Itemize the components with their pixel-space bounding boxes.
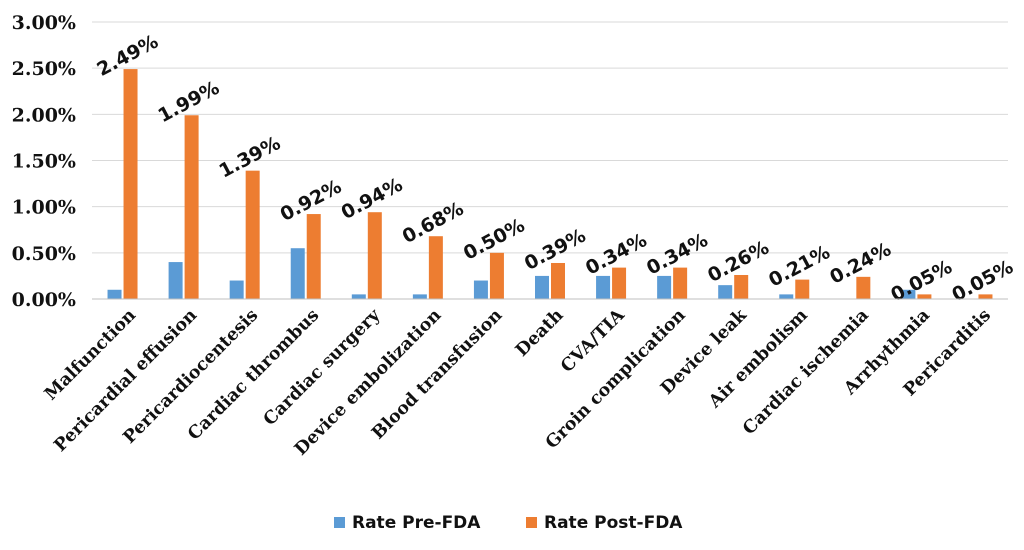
bar-pre-fda (351, 294, 366, 299)
bar-post-fda (123, 69, 138, 299)
y-tick-label: 0.00% (12, 289, 76, 311)
legend: Rate Pre-FDA Rate Post-FDA (334, 513, 683, 533)
bar-post-fda (367, 212, 382, 299)
bar-post-fda (489, 252, 504, 299)
bar-pre-fda (229, 280, 244, 299)
y-axis: 0.00% 0.50% 1.00% 1.50% 2.00% 2.50% 3.00% (12, 12, 76, 311)
bar-post-fda (428, 236, 443, 299)
y-tick-label: 3.00% (12, 12, 76, 34)
bar-pre-fda (168, 262, 183, 299)
y-tick-label: 1.50% (12, 151, 76, 173)
bar-pre-fda (901, 289, 916, 299)
bar-pre-fda (107, 289, 122, 299)
bar-pre-fda (596, 275, 611, 299)
bar-pre-fda (412, 294, 427, 299)
y-tick-label: 1.00% (12, 197, 76, 219)
legend-swatch-post (526, 517, 537, 528)
bar-pre-fda (779, 294, 794, 299)
y-tick-label: 0.50% (12, 243, 76, 265)
legend-label-post: Rate Post-FDA (544, 513, 683, 533)
bar-post-fda (612, 267, 627, 299)
bar-pre-fda (535, 275, 549, 299)
legend-label-pre: Rate Pre-FDA (352, 513, 481, 533)
gridlines (92, 21, 1008, 300)
bar-post-fda (734, 274, 749, 299)
bar-post-fda (551, 262, 565, 299)
bar-post-fda (673, 267, 688, 299)
bar-pre-fda (657, 275, 672, 299)
bar-pre-fda (290, 248, 305, 299)
x-tick-label: Death (512, 305, 568, 361)
bar-post-fda (245, 170, 260, 299)
bar-post-fda (856, 276, 871, 299)
x-tick-label: Cardiac surgery (260, 305, 385, 430)
bar-post-fda (917, 294, 932, 299)
bars (107, 69, 993, 299)
y-tick-label: 2.50% (12, 58, 76, 80)
bar-post-fda (978, 294, 993, 299)
bar-pre-fda (718, 285, 733, 299)
bar-pre-fda (473, 280, 488, 299)
bar-post-fda (306, 214, 321, 299)
bar-post-fda (184, 115, 199, 299)
y-tick-label: 2.00% (12, 104, 76, 126)
legend-swatch-pre (334, 517, 345, 528)
bar-post-fda (795, 279, 810, 299)
